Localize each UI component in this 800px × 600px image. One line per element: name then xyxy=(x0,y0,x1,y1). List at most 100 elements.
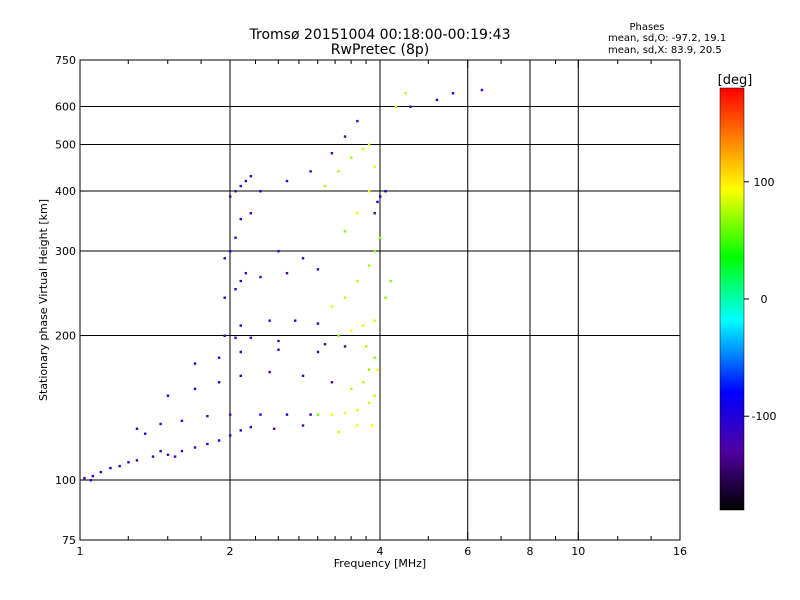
x-mode-point xyxy=(356,424,359,427)
o-mode-point xyxy=(239,217,242,221)
o-mode-point xyxy=(234,336,237,340)
x-mode-point xyxy=(343,411,347,415)
x-mode-point xyxy=(376,368,379,371)
o-mode-point xyxy=(109,466,112,470)
x-mode-point xyxy=(373,394,376,397)
o-mode-point xyxy=(409,105,412,108)
o-mode-point xyxy=(166,453,170,456)
x-mode-point xyxy=(389,279,392,283)
x-tick-label: 16 xyxy=(673,545,687,558)
y-axis-label: Stationary phase Virtual Height [km] xyxy=(37,199,50,401)
x-tick-label: 1 xyxy=(77,545,84,558)
o-mode-point xyxy=(277,348,280,351)
o-mode-point xyxy=(259,275,262,279)
stats-heading: Phases xyxy=(629,22,665,33)
o-mode-point xyxy=(239,279,242,283)
x-mode-point xyxy=(362,381,365,384)
o-mode-point xyxy=(180,419,184,422)
o-mode-point xyxy=(229,195,232,198)
x-mode-point xyxy=(379,236,382,239)
o-mode-point xyxy=(239,374,242,378)
x-mode-point xyxy=(370,424,374,427)
x-mode-point xyxy=(367,368,371,371)
y-tick-label: 200 xyxy=(55,330,76,343)
x-mode-point xyxy=(394,105,398,108)
o-mode-point xyxy=(379,195,382,198)
o-mode-point xyxy=(229,250,232,253)
x-tick-label: 4 xyxy=(377,545,384,558)
o-mode-point xyxy=(217,381,221,384)
o-mode-point xyxy=(83,476,86,480)
o-mode-point xyxy=(151,455,155,458)
o-mode-point xyxy=(135,427,139,430)
stats-x-mode: mean, sd,X: 83.9, 20.5 xyxy=(608,45,722,56)
o-mode-point xyxy=(91,474,95,478)
x-mode-point xyxy=(362,324,365,327)
o-mode-point xyxy=(480,88,484,92)
x-tick-label: 10 xyxy=(571,545,585,558)
o-mode-point xyxy=(277,250,280,253)
x-mode-point xyxy=(362,147,365,151)
o-mode-point xyxy=(89,479,92,482)
y-tick-label: 750 xyxy=(55,54,76,67)
o-mode-point xyxy=(193,446,197,449)
y-tick-label: 75 xyxy=(62,534,76,547)
x-mode-point xyxy=(373,250,376,253)
o-mode-point xyxy=(193,362,197,365)
x-mode-point xyxy=(367,264,371,267)
x-axis-label: Frequency [MHz] xyxy=(334,557,426,570)
y-tick-label: 600 xyxy=(55,101,76,114)
x-mode-point xyxy=(350,156,353,159)
o-mode-point xyxy=(223,334,226,337)
o-mode-point xyxy=(118,464,121,468)
o-mode-point xyxy=(268,370,271,374)
o-mode-point xyxy=(234,288,237,291)
o-mode-point xyxy=(180,449,184,453)
o-mode-point xyxy=(239,324,242,327)
o-mode-point xyxy=(330,381,334,384)
o-mode-point xyxy=(239,429,242,432)
o-mode-point xyxy=(356,119,359,123)
o-mode-point xyxy=(316,350,320,354)
o-mode-point xyxy=(127,461,130,464)
o-mode-point xyxy=(249,174,253,178)
o-mode-point xyxy=(239,350,242,354)
o-mode-point xyxy=(293,319,297,322)
o-mode-point xyxy=(301,424,305,427)
x-mode-point xyxy=(367,190,371,193)
x-mode-point xyxy=(367,401,371,404)
o-mode-point xyxy=(259,413,262,416)
stats-o-mode: mean, sd,O: -97.2, 19.1 xyxy=(608,33,727,44)
o-mode-point xyxy=(249,336,253,340)
o-mode-point xyxy=(451,92,455,95)
x-mode-point xyxy=(356,408,359,412)
x-mode-point xyxy=(350,387,353,391)
x-mode-point xyxy=(316,413,320,416)
o-mode-point xyxy=(285,271,289,275)
o-mode-point xyxy=(316,322,320,325)
o-mode-point xyxy=(135,459,139,462)
x-mode-point xyxy=(343,296,347,299)
o-mode-point xyxy=(249,212,253,215)
o-mode-point xyxy=(143,432,147,435)
o-mode-point xyxy=(244,271,248,275)
o-mode-point xyxy=(223,257,226,260)
o-mode-point xyxy=(323,343,327,346)
x-tick-label: 8 xyxy=(527,545,534,558)
data-points xyxy=(83,88,484,482)
x-mode-point xyxy=(323,184,327,188)
o-mode-point xyxy=(272,427,276,430)
x-mode-point xyxy=(373,356,376,359)
x-mode-point xyxy=(343,230,347,233)
o-mode-point xyxy=(166,394,170,397)
o-mode-point xyxy=(309,170,312,173)
colorbar-tick-label: -100 xyxy=(752,410,777,423)
o-mode-point xyxy=(343,135,347,138)
y-tick-label: 100 xyxy=(55,474,76,487)
x-mode-point xyxy=(350,329,353,332)
y-tick-label: 500 xyxy=(55,139,76,152)
o-mode-point xyxy=(234,190,237,193)
grid-lines xyxy=(80,60,680,540)
o-mode-point xyxy=(259,190,262,193)
